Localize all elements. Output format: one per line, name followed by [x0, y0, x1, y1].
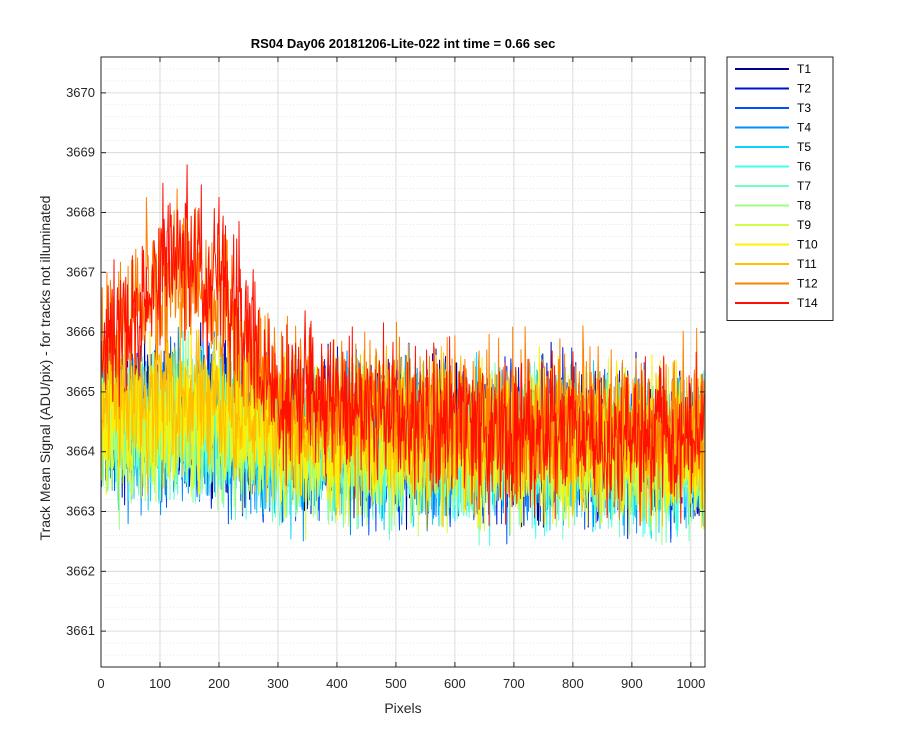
legend-label-t2: T2 [797, 82, 811, 96]
legend-label-t10: T10 [797, 238, 818, 252]
y-tick-label: 3667 [66, 264, 95, 279]
y-tick-label: 3661 [66, 623, 95, 638]
legend-box [726, 56, 834, 321]
x-tick-label: 0 [97, 676, 104, 691]
y-tick-label: 3670 [66, 85, 95, 100]
y-tick-label: 3668 [66, 204, 95, 219]
x-tick-label: 600 [444, 676, 466, 691]
x-tick-label: 300 [267, 676, 289, 691]
y-tick-label: 3665 [66, 384, 95, 399]
legend-label-t7: T7 [797, 179, 811, 193]
legend-label-t6: T6 [797, 160, 811, 174]
legend-label-t12: T12 [797, 277, 818, 291]
x-tick-label: 200 [208, 676, 230, 691]
y-tick-label: 3662 [66, 563, 95, 578]
legend-label-t14: T14 [797, 296, 818, 310]
legend-label-t11: T11 [797, 257, 817, 271]
y-axis-label: Track Mean Signal (ADU/pix) - for tracks… [37, 196, 53, 541]
axis-ticks: 0 100 200 300 400 500 600 700 800 900 1000 3661 3662… [66, 57, 705, 691]
x-axis-label: Pixels [384, 700, 421, 716]
x-tick-label: 400 [326, 676, 348, 691]
legend-label-t8: T8 [797, 199, 811, 213]
legend-label-t5: T5 [797, 140, 811, 154]
y-tick-label: 3669 [66, 145, 95, 160]
x-tick-label: 1000 [676, 676, 705, 691]
x-tick-label: 900 [621, 676, 643, 691]
y-tick-label: 3664 [66, 444, 95, 459]
x-tick-label: 800 [562, 676, 584, 691]
legend-label-t9: T9 [797, 218, 811, 232]
y-tick-label: 3666 [66, 324, 95, 339]
legend: T1 T2 T3 T4 T5 T6 T7 T8 T9 T10 T11 T12 T14 [726, 56, 834, 321]
x-tick-label: 500 [385, 676, 407, 691]
x-tick-label: 700 [503, 676, 525, 691]
legend-label-t1: T1 [797, 62, 811, 76]
chart-title: RS04 Day06 20181206-Lite-022 int time = … [251, 36, 556, 51]
axes-box [100, 56, 706, 668]
x-tick-label: 100 [149, 676, 171, 691]
y-tick-label: 3663 [66, 504, 95, 519]
legend-label-t3: T3 [797, 101, 811, 115]
series-lines [100, 164, 706, 547]
legend-label-t4: T4 [797, 121, 811, 135]
series-line-t14 [100, 164, 706, 527]
